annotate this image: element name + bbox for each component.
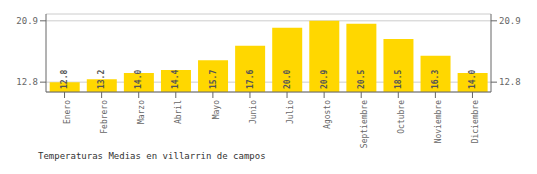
svg-text:16.3: 16.3 [431,70,440,89]
svg-text:Abril: Abril [174,100,183,124]
svg-text:20.5: 20.5 [357,70,366,89]
svg-text:14.0: 14.0 [468,70,477,89]
svg-text:Junio: Junio [249,100,258,124]
svg-text:Agosto: Agosto [323,100,332,129]
svg-text:Noviembre: Noviembre [434,100,443,144]
html-text:Temperaturas Medias en villarr: Temperaturas Medias en villarrin de camp… [38,151,266,161]
svg-text:14.4: 14.4 [171,70,180,89]
svg-text:15.7: 15.7 [209,70,218,89]
svg-text:Septiembre: Septiembre [360,100,369,148]
svg-text:Enero: Enero [63,100,72,124]
svg-text:12.8: 12.8 [60,70,69,89]
svg-text:20.9: 20.9 [499,16,521,26]
svg-text:12.8: 12.8 [499,77,521,87]
svg-text:Febrero: Febrero [100,100,109,134]
svg-text:Octubre: Octubre [397,100,406,134]
svg-text:20.9: 20.9 [16,16,38,26]
svg-text:Diciembre: Diciembre [471,100,480,144]
svg-text:13.2: 13.2 [97,70,106,89]
svg-text:20.0: 20.0 [283,70,292,89]
svg-text:Mayo: Mayo [212,100,221,119]
svg-text:14.0: 14.0 [134,70,143,89]
svg-text:17.6: 17.6 [246,70,255,89]
svg-text:Marzo: Marzo [137,100,146,124]
svg-text:Julio: Julio [286,100,295,124]
svg-text:12.8: 12.8 [16,77,38,87]
svg-text:20.9: 20.9 [320,70,329,89]
svg-text:18.5: 18.5 [394,70,403,89]
